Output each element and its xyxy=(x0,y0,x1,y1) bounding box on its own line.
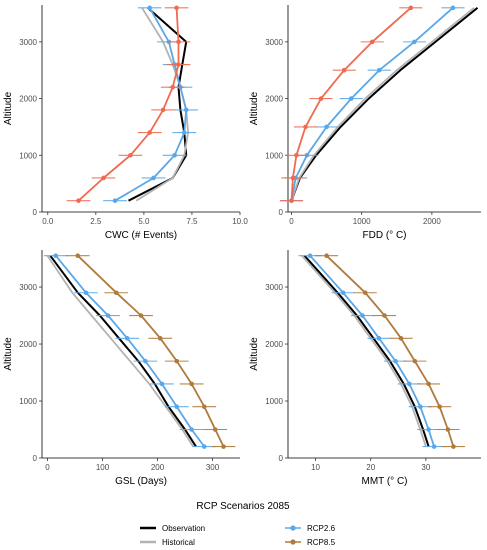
y-tick-label: 0 xyxy=(33,454,38,463)
y-tick-label: 1000 xyxy=(19,151,37,160)
legend-label-rcp26: RCP2.6 xyxy=(307,524,336,533)
legend: RCP Scenarios 2085 Observation Historica… xyxy=(140,501,336,547)
x-tick-label: 10 xyxy=(311,463,320,472)
series-rcp8-5 xyxy=(65,253,236,449)
x-tick-label: 20 xyxy=(366,463,375,472)
y-tick-label: 3000 xyxy=(265,38,283,47)
panel-2: 0 1000 2000 0 1000 2000 3000 FDD (° C) Altitude xyxy=(249,5,481,241)
x-tick-label: 10.0 xyxy=(232,217,248,226)
legend-label-historical: Historical xyxy=(162,538,195,547)
series-line-historical xyxy=(301,255,427,447)
x-tick-label: 200 xyxy=(151,463,165,472)
y-tick-label: 0 xyxy=(33,208,38,217)
y-axis-title: Altitude xyxy=(249,337,260,371)
series-observation xyxy=(290,7,479,202)
series-line-rcp8-5 xyxy=(290,7,412,201)
x-axis-title: FDD (° C) xyxy=(363,230,407,241)
series-historical xyxy=(290,7,475,201)
legend-label-rcp85: RCP8.5 xyxy=(307,538,336,547)
series-observation xyxy=(303,255,430,447)
y-axis-title: Altitude xyxy=(249,91,260,125)
x-tick-label: 30 xyxy=(421,463,430,472)
series-line-rcp2-6 xyxy=(290,7,454,201)
series-line-observation xyxy=(290,7,479,202)
legend-key-rcp26-point xyxy=(290,525,296,531)
y-axis-title: Altitude xyxy=(3,337,14,371)
series-line-rcp2-6 xyxy=(114,7,188,202)
y-tick-label: 0 xyxy=(279,208,284,217)
y-tick-label: 1000 xyxy=(19,397,37,406)
x-tick-label: 1000 xyxy=(353,217,371,226)
x-axis-title: GSL (Days) xyxy=(115,476,167,487)
y-tick-label: 1000 xyxy=(265,397,283,406)
x-tick-label: 300 xyxy=(206,463,220,472)
series-rcp2-6 xyxy=(298,253,446,449)
y-tick-label: 1000 xyxy=(265,151,283,160)
y-tick-label: 2000 xyxy=(265,340,283,349)
y-tick-label: 2000 xyxy=(265,95,283,104)
legend-key-rcp85-point xyxy=(290,539,296,545)
legend-title: RCP Scenarios 2085 xyxy=(196,501,290,512)
series-line-observation xyxy=(303,255,430,447)
x-axis-title: MMT (° C) xyxy=(361,476,407,487)
series-line-rcp8-5 xyxy=(77,7,180,202)
y-tick-label: 0 xyxy=(279,454,284,463)
y-tick-label: 2000 xyxy=(19,95,37,104)
series-line-rcp8-5 xyxy=(325,255,455,447)
series-rcp8-5 xyxy=(66,5,191,203)
x-tick-label: 0.0 xyxy=(42,217,54,226)
legend-item-historical: Historical xyxy=(140,538,195,547)
series-historical xyxy=(46,255,195,448)
series-rcp2-6 xyxy=(103,5,199,203)
series-line-rcp2-6 xyxy=(55,255,206,448)
x-tick-label: 100 xyxy=(96,463,110,472)
legend-label-observation: Observation xyxy=(162,524,205,533)
y-tick-label: 3000 xyxy=(265,283,283,292)
x-tick-label: 2.5 xyxy=(90,217,102,226)
y-tick-label: 2000 xyxy=(19,340,37,349)
series-line-historical xyxy=(290,7,475,201)
series-rcp2-6 xyxy=(279,5,465,203)
legend-item-rcp26: RCP2.6 xyxy=(285,524,336,533)
legend-item-rcp85: RCP8.5 xyxy=(285,538,336,547)
y-tick-label: 3000 xyxy=(19,283,37,292)
series-line-rcp2-6 xyxy=(309,255,435,447)
y-tick-label: 3000 xyxy=(19,38,37,47)
panel-4: 10 20 30 0 1000 2000 3000 MMT (° C) Altitude xyxy=(249,250,481,487)
x-tick-label: 0 xyxy=(45,463,50,472)
series-rcp8-5 xyxy=(315,253,466,449)
x-tick-label: 5.0 xyxy=(138,217,150,226)
panel-1: 0.0 2.5 5.0 7.5 10.0 0 1000 2000 3000 CWC (# Even… xyxy=(3,5,248,241)
x-tick-label: 7.5 xyxy=(186,217,198,226)
series-rcp2-6 xyxy=(43,253,217,449)
series-line-historical xyxy=(46,255,195,448)
series-historical xyxy=(301,255,427,447)
y-axis-title: Altitude xyxy=(3,91,14,125)
x-tick-label: 2000 xyxy=(423,217,441,226)
x-axis-title: CWC (# Events) xyxy=(105,230,177,241)
series-rcp8-5 xyxy=(279,5,423,203)
series-line-rcp8-5 xyxy=(77,255,225,447)
x-tick-label: 0 xyxy=(289,217,294,226)
legend-item-observation: Observation xyxy=(140,524,205,533)
